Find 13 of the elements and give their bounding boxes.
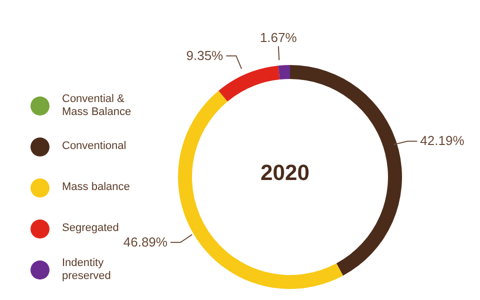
text: 2020 — [260, 160, 310, 185]
legend-label: Segregated — [62, 222, 120, 235]
legend-label: Mass balance — [62, 181, 131, 194]
legend-label: Indentity preserved — [62, 256, 112, 282]
donut-slice — [278, 65, 290, 80]
legend-label: Convential & Mass Balance — [62, 92, 132, 118]
donut-slice — [178, 90, 344, 289]
data-label: 46.89% — [123, 234, 168, 250]
donut-slice — [218, 66, 280, 102]
data-label: 42.19% — [420, 133, 465, 148]
legend-label: Conventional — [62, 140, 128, 153]
data-label: 9.35% — [186, 48, 224, 63]
data-label: 1.67% — [260, 30, 298, 46]
